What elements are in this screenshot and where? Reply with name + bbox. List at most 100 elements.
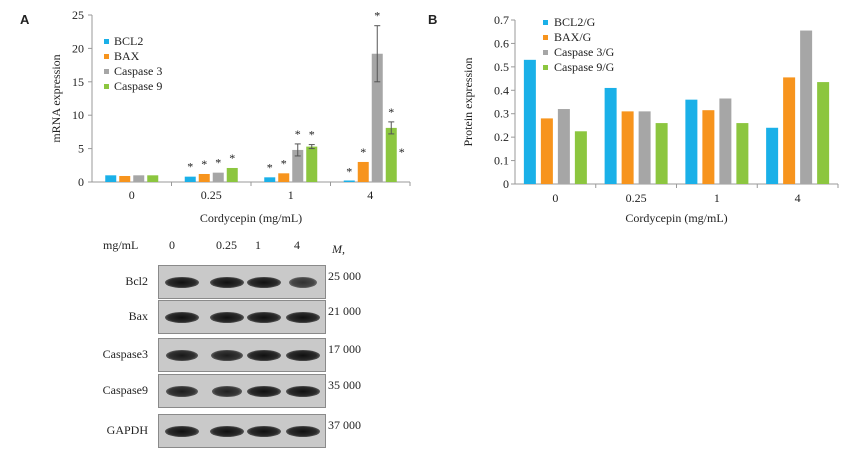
blot-band bbox=[165, 349, 199, 361]
blot-band bbox=[211, 385, 243, 397]
bar-b-1-0 bbox=[540, 118, 553, 184]
blot-unit-label: mg/mL bbox=[103, 238, 139, 252]
x-tick-label-b: 0 bbox=[552, 191, 558, 205]
y-tick-label-b: 0.7 bbox=[494, 13, 509, 27]
bar-a-caspase-3-3 bbox=[371, 53, 383, 182]
y-tick-label-b: 0 bbox=[503, 177, 509, 191]
blot-box-gapdh bbox=[158, 414, 326, 448]
significance-marker-a: * bbox=[360, 145, 366, 159]
significance-marker-a: * bbox=[346, 164, 352, 178]
legend-label-a: BCL2 bbox=[114, 34, 143, 48]
blot-row-label: GAPDH bbox=[106, 423, 148, 437]
blot-band bbox=[210, 425, 244, 437]
blot-band bbox=[247, 385, 281, 397]
blot-box-bcl2 bbox=[158, 265, 326, 299]
legend-swatch-b bbox=[543, 35, 548, 40]
blot-band bbox=[210, 311, 244, 323]
bar-a-caspase-9-2 bbox=[306, 146, 318, 182]
legend-swatch-a bbox=[104, 39, 109, 44]
y-tick-label-a: 20 bbox=[72, 41, 84, 55]
bar-b-1-1 bbox=[621, 111, 634, 184]
bar-a-bax-2 bbox=[278, 173, 290, 182]
x-tick-label-a: 4 bbox=[367, 188, 373, 202]
blot-band bbox=[286, 311, 320, 323]
blot-row-label: Bax bbox=[128, 309, 148, 323]
y-tick-label-b: 0.2 bbox=[494, 130, 509, 144]
blot-row-label: Caspase9 bbox=[102, 383, 148, 397]
bar-b-1-2 bbox=[702, 110, 715, 184]
legend-swatch-a bbox=[104, 84, 109, 89]
bar-a-bcl2-1 bbox=[184, 176, 196, 182]
blot-band bbox=[286, 349, 320, 361]
legend-swatch-a bbox=[104, 69, 109, 74]
blot-row-label: Bcl2 bbox=[125, 274, 148, 288]
chart-b-protein: 0 0.1 0.2 0.3 0.4 0.5 0.6 0.7 Protein expression… bbox=[461, 13, 839, 225]
bar-a-caspase-3-0 bbox=[133, 175, 145, 182]
y-axis-title-b: Protein expression bbox=[461, 58, 475, 147]
blot-mw-label: 37 000 bbox=[328, 418, 361, 432]
blot-band bbox=[166, 385, 198, 397]
blot-mw-label: 21 000 bbox=[328, 304, 361, 318]
blot-band bbox=[165, 311, 199, 323]
bar-b-0-2 bbox=[685, 99, 698, 184]
x-tick-label-a: 0.25 bbox=[201, 188, 222, 202]
significance-marker-a: * bbox=[215, 156, 221, 170]
legend-swatch-b bbox=[543, 50, 548, 55]
blot-band bbox=[247, 276, 281, 288]
panel-label-a: A bbox=[20, 12, 30, 27]
blot-box-caspase9 bbox=[158, 374, 326, 408]
y-tick-label-a: 10 bbox=[72, 108, 84, 122]
y-tick-label-b: 0.4 bbox=[494, 83, 509, 97]
bar-b-2-1 bbox=[638, 111, 651, 184]
legend-label-b: BCL2/G bbox=[554, 15, 596, 29]
bar-b-3-1 bbox=[655, 123, 668, 184]
significance-marker-a: * bbox=[374, 9, 380, 23]
x-tick-label-b: 4 bbox=[795, 191, 801, 205]
blot-band bbox=[247, 311, 281, 323]
legend-swatch-b bbox=[543, 20, 548, 25]
bar-a-caspase-9-1 bbox=[226, 167, 238, 182]
blot-band bbox=[211, 349, 243, 361]
significance-marker-a: * bbox=[267, 160, 273, 174]
y-tick-label-a: 0 bbox=[78, 175, 84, 189]
blot-band bbox=[165, 425, 199, 437]
blot-lane-label: 4 bbox=[294, 238, 300, 252]
bar-b-3-2 bbox=[736, 123, 749, 184]
blot-mw-label: 35 000 bbox=[328, 378, 361, 392]
blot-band bbox=[286, 425, 320, 437]
blot-box-bax bbox=[158, 300, 326, 334]
legend-label-b: Caspase 3/G bbox=[554, 45, 615, 59]
panel-label-b: B bbox=[428, 12, 438, 27]
blot-band bbox=[247, 349, 281, 361]
bar-b-3-0 bbox=[574, 131, 587, 184]
legend-label-a: Caspase 9 bbox=[114, 79, 162, 93]
blot-band bbox=[286, 385, 320, 397]
significance-marker-a: * bbox=[309, 128, 315, 142]
significance-marker-a: * bbox=[388, 105, 394, 119]
blot-band bbox=[210, 276, 244, 288]
bar-b-0-3 bbox=[766, 127, 779, 184]
blot-box-caspase3 bbox=[158, 338, 326, 372]
bar-a-bax-3 bbox=[357, 161, 369, 182]
blot-mw-label: 25 000 bbox=[328, 269, 361, 283]
y-tick-label-a: 25 bbox=[72, 8, 84, 22]
bar-a-bcl2-3 bbox=[343, 180, 355, 182]
bar-b-3-3 bbox=[817, 82, 830, 184]
bar-b-2-2 bbox=[719, 98, 732, 184]
legend-swatch-a bbox=[104, 54, 109, 59]
y-tick-label-b: 0.1 bbox=[494, 154, 509, 168]
blot-band bbox=[247, 425, 281, 437]
bar-a-bax-0 bbox=[119, 175, 131, 182]
western-blot: mg/mL 0 0.25 1 4 M, Bcl2 25 000 Bax 21 000 Caspase… bbox=[0, 230, 420, 467]
blot-row-label: Caspase3 bbox=[102, 347, 148, 361]
y-tick-label-a: 15 bbox=[72, 75, 84, 89]
legend-swatch-b bbox=[543, 65, 548, 70]
bar-a-bax-1 bbox=[198, 173, 210, 182]
legend-label-b: Caspase 9/G bbox=[554, 60, 615, 74]
bar-b-2-0 bbox=[557, 109, 570, 184]
x-tick-label-b: 0.25 bbox=[626, 191, 647, 205]
legend-label-b: BAX/G bbox=[554, 30, 592, 44]
significance-marker-a: * bbox=[201, 157, 207, 171]
x-tick-label-b: 1 bbox=[714, 191, 720, 205]
